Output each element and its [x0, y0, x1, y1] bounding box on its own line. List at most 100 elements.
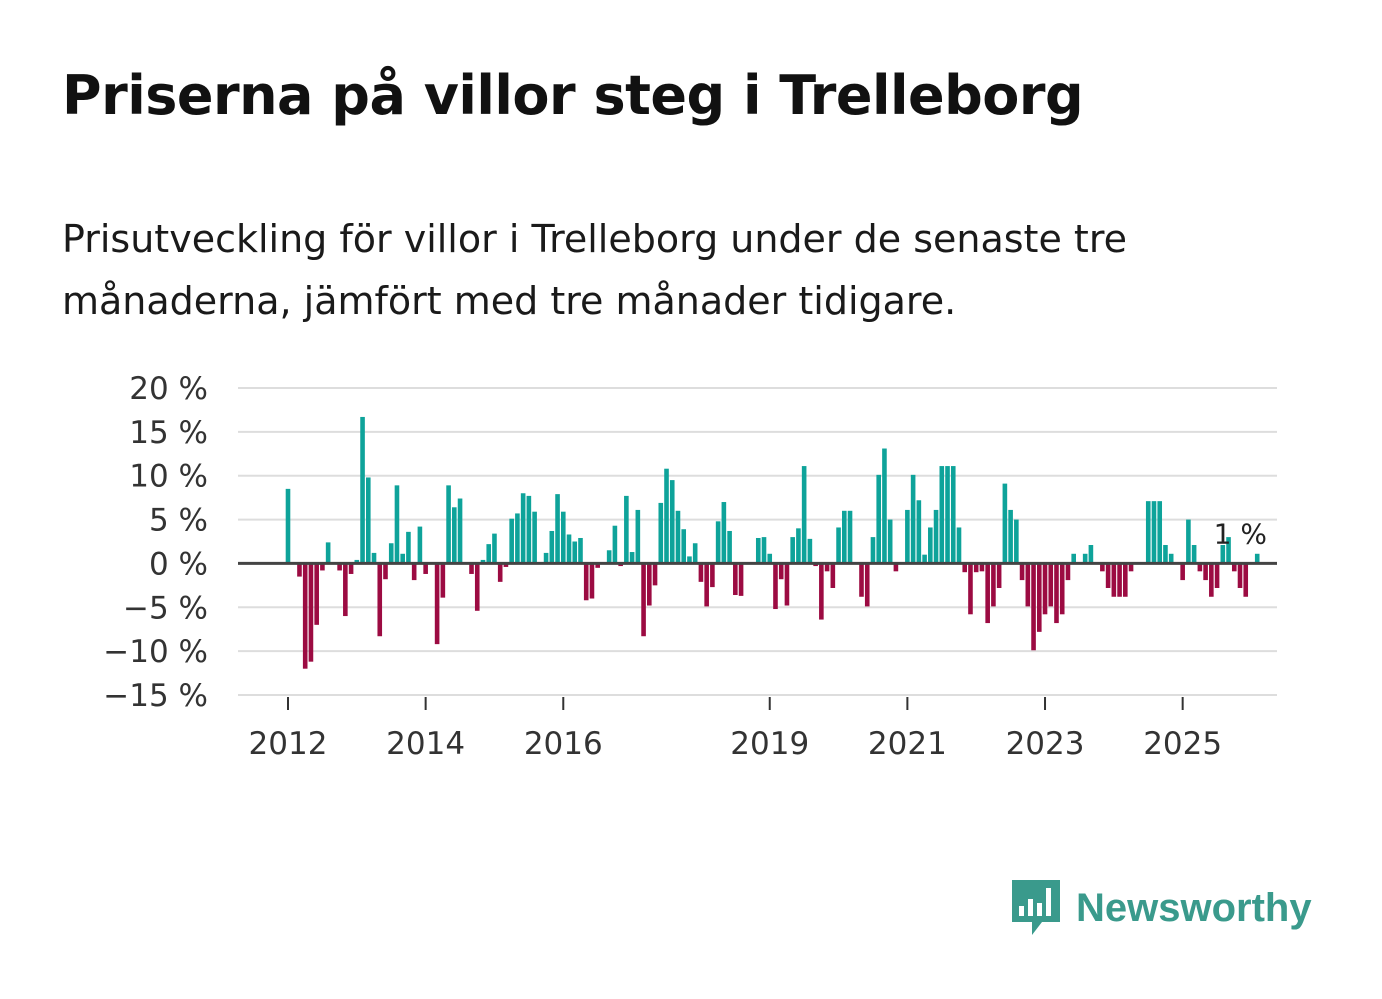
bar	[589, 563, 595, 599]
brand-name: Newsworthy	[1076, 885, 1312, 930]
bar	[383, 563, 388, 580]
bar	[394, 485, 400, 564]
bar	[710, 563, 715, 588]
bar	[876, 474, 882, 564]
bar	[360, 416, 365, 564]
bar	[1163, 545, 1168, 564]
bar	[801, 466, 807, 564]
bar	[1209, 563, 1214, 597]
bar	[1191, 545, 1197, 564]
bar	[1145, 501, 1151, 564]
bar	[624, 495, 629, 564]
bar	[583, 563, 589, 601]
bar	[859, 563, 864, 597]
bar	[469, 563, 474, 574]
bar	[388, 543, 394, 564]
bar	[560, 511, 566, 564]
bar	[566, 534, 572, 564]
bar	[767, 553, 773, 564]
bar	[870, 537, 876, 564]
bar	[652, 563, 658, 586]
bar	[681, 529, 687, 564]
bar	[704, 563, 709, 607]
bar	[526, 495, 532, 564]
bar	[1048, 563, 1054, 607]
bar	[996, 563, 1002, 588]
bar	[308, 563, 314, 662]
bar	[824, 563, 830, 572]
bar	[1180, 563, 1185, 581]
bar	[1254, 553, 1260, 564]
bar	[629, 552, 635, 564]
x-tick-label: 2025	[1143, 726, 1222, 762]
bar	[320, 563, 325, 571]
bar	[887, 519, 893, 564]
bar	[641, 563, 646, 637]
bar	[595, 563, 600, 568]
bar	[572, 541, 578, 564]
bar	[727, 530, 732, 564]
y-tick-label: −10 %	[103, 634, 208, 670]
x-tick-label: 2014	[386, 726, 465, 762]
bar	[555, 494, 560, 564]
bar	[796, 528, 801, 564]
bar	[893, 563, 899, 572]
y-tick-label: 10 %	[129, 459, 208, 495]
bar	[480, 559, 486, 564]
bar	[778, 563, 784, 580]
bar	[371, 552, 377, 564]
bar	[1014, 519, 1019, 564]
bar	[406, 531, 411, 564]
bar	[635, 509, 641, 564]
bar	[434, 563, 440, 645]
y-tick-label: −5 %	[123, 590, 208, 626]
bar	[578, 537, 583, 564]
bar	[1105, 563, 1111, 588]
bar	[1226, 537, 1231, 564]
bar	[325, 542, 331, 564]
bar	[733, 563, 738, 596]
bar	[520, 493, 526, 564]
bar	[1168, 553, 1174, 564]
bar	[979, 563, 985, 572]
bar	[1237, 563, 1243, 588]
bar	[1042, 563, 1048, 615]
bar	[1100, 563, 1105, 572]
bar	[1111, 563, 1117, 597]
chart-subtitle: Prisutveckling för villor i Trelleborg u…	[62, 217, 1127, 323]
bar	[882, 448, 887, 564]
bar	[423, 563, 428, 574]
bar	[790, 537, 795, 564]
bar	[1036, 563, 1042, 632]
bar	[1008, 509, 1013, 564]
bar	[692, 543, 698, 564]
x-tick-label: 2023	[1006, 726, 1085, 762]
bar	[452, 507, 457, 564]
bar	[669, 480, 675, 564]
bar	[864, 563, 870, 607]
bar	[365, 477, 371, 564]
bar	[950, 466, 956, 564]
bar	[807, 538, 813, 564]
newsworthy-logo-icon	[1012, 880, 1060, 935]
bar	[497, 563, 503, 582]
bar	[532, 511, 537, 564]
bar	[446, 485, 451, 564]
bar	[939, 466, 945, 564]
bar	[457, 498, 463, 564]
bar	[784, 563, 790, 606]
bar	[922, 554, 927, 564]
bar	[400, 553, 405, 564]
bar	[1220, 545, 1226, 564]
bar	[773, 563, 778, 610]
bar	[343, 563, 348, 617]
bar	[675, 510, 681, 564]
bar	[847, 510, 853, 564]
bar	[836, 527, 841, 564]
bar	[297, 563, 302, 577]
bar	[956, 527, 962, 564]
chart-title: Priserna på villor steg i Trelleborg	[62, 64, 1084, 127]
bar	[1151, 501, 1157, 564]
bar	[973, 563, 979, 573]
